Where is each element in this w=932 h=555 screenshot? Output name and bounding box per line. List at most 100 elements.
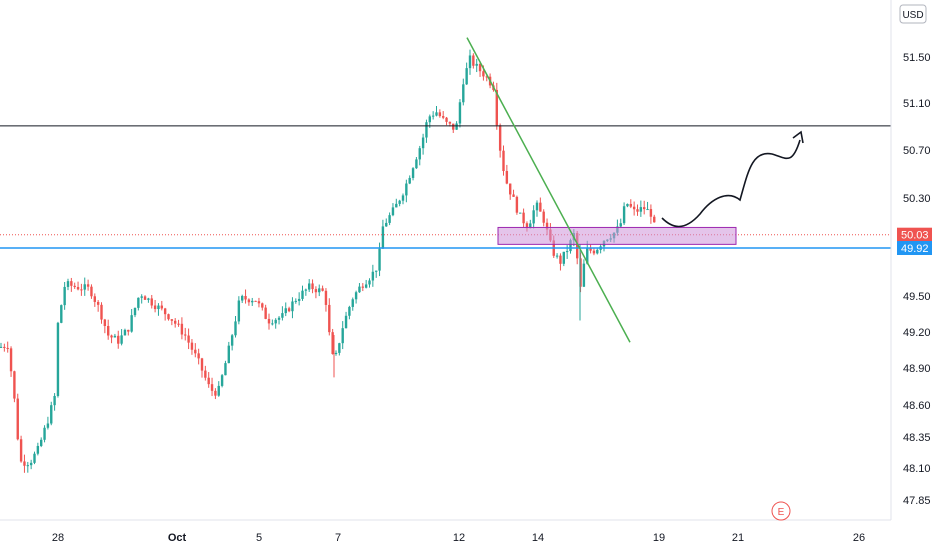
candle [43,425,46,443]
candle [375,270,378,278]
candle [117,330,120,349]
candle [167,313,170,321]
candle [468,49,472,75]
candle [123,328,127,336]
candle [227,341,230,364]
y-tick-label: 49.50 [903,291,931,303]
candle [401,193,405,205]
time-axis: 28 Oct 5 7 12 14 19 21 26 [52,532,865,544]
candle [76,281,80,291]
event-marker-label: E [778,507,785,518]
x-tick-label: Oct [168,532,187,544]
candle [294,298,297,304]
price-badge: 50.03 [897,227,932,242]
candle [649,204,653,224]
candle [281,306,284,321]
candle [509,183,512,200]
candle [170,319,174,326]
candle [66,278,70,291]
candle [498,123,502,158]
candle [23,454,26,473]
candle [63,281,66,310]
candle [297,292,301,306]
y-tick-label: 50.70 [903,145,931,157]
candle [348,305,351,320]
price-badge-label: 50.03 [901,230,929,242]
candle [274,318,277,329]
x-tick-label: 14 [532,532,544,544]
y-tick-label: 48.90 [903,363,931,375]
currency-button[interactable]: USD [899,4,927,24]
candle [93,293,96,307]
candle [287,306,291,313]
earnings-event-marker[interactable]: E [771,501,791,521]
candle [364,279,368,289]
candle [619,218,622,228]
candle [381,219,385,249]
candle [110,334,113,344]
candle [36,442,40,456]
candle [452,123,455,133]
x-tick-label: 26 [853,532,865,544]
candle [234,316,237,338]
candle [442,111,445,120]
x-tick-label: 7 [335,532,341,544]
candle [425,119,428,143]
candle [565,245,569,259]
candle [160,300,163,311]
candle [653,214,656,223]
candle [599,244,602,254]
support-zone[interactable] [497,226,737,245]
candle [358,283,361,293]
candle [60,304,63,324]
candle [174,318,177,328]
candle [643,200,646,215]
candle [120,329,123,346]
candle [40,437,43,448]
price-badge: 49.92 [897,240,932,255]
candle [405,179,408,203]
candle [505,164,509,185]
candle [542,209,545,227]
candle [395,198,398,208]
candle [220,373,224,388]
candle [267,313,271,330]
candle [475,58,478,73]
candle [596,248,599,255]
candle [187,328,190,350]
candle [140,294,143,304]
candle [153,300,157,313]
candle [0,342,3,348]
candle [515,195,519,215]
x-tick-label: 19 [653,532,665,544]
candle [224,360,227,376]
candle [197,348,200,365]
y-tick-label: 48.10 [903,463,931,475]
candle [351,297,354,311]
candle [130,309,133,333]
candle [33,451,36,465]
candle [539,197,542,212]
candle [13,370,16,403]
candle [19,435,23,463]
candle [53,393,56,411]
candle [311,279,314,294]
candle [26,461,29,473]
projection-arrowhead [792,130,804,144]
candle [56,321,60,398]
candle [445,116,448,126]
projection-curve[interactable] [661,139,801,228]
candle [73,282,76,289]
y-tick-label: 51.10 [903,98,931,110]
candle [344,311,348,329]
candle [194,343,197,358]
price-axis: 51.50 51.10 50.70 50.30 49.50 49.20 48.90 48.60… [903,52,931,507]
candle [264,304,267,320]
candle [190,339,194,355]
candle [519,212,522,214]
candle [321,285,324,292]
downtrend-line[interactable] [466,37,631,343]
